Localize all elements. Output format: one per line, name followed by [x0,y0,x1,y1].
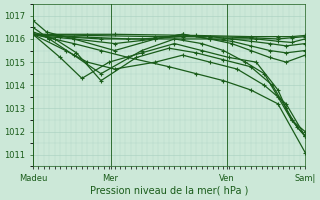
X-axis label: Pression niveau de la mer( hPa ): Pression niveau de la mer( hPa ) [90,186,248,196]
